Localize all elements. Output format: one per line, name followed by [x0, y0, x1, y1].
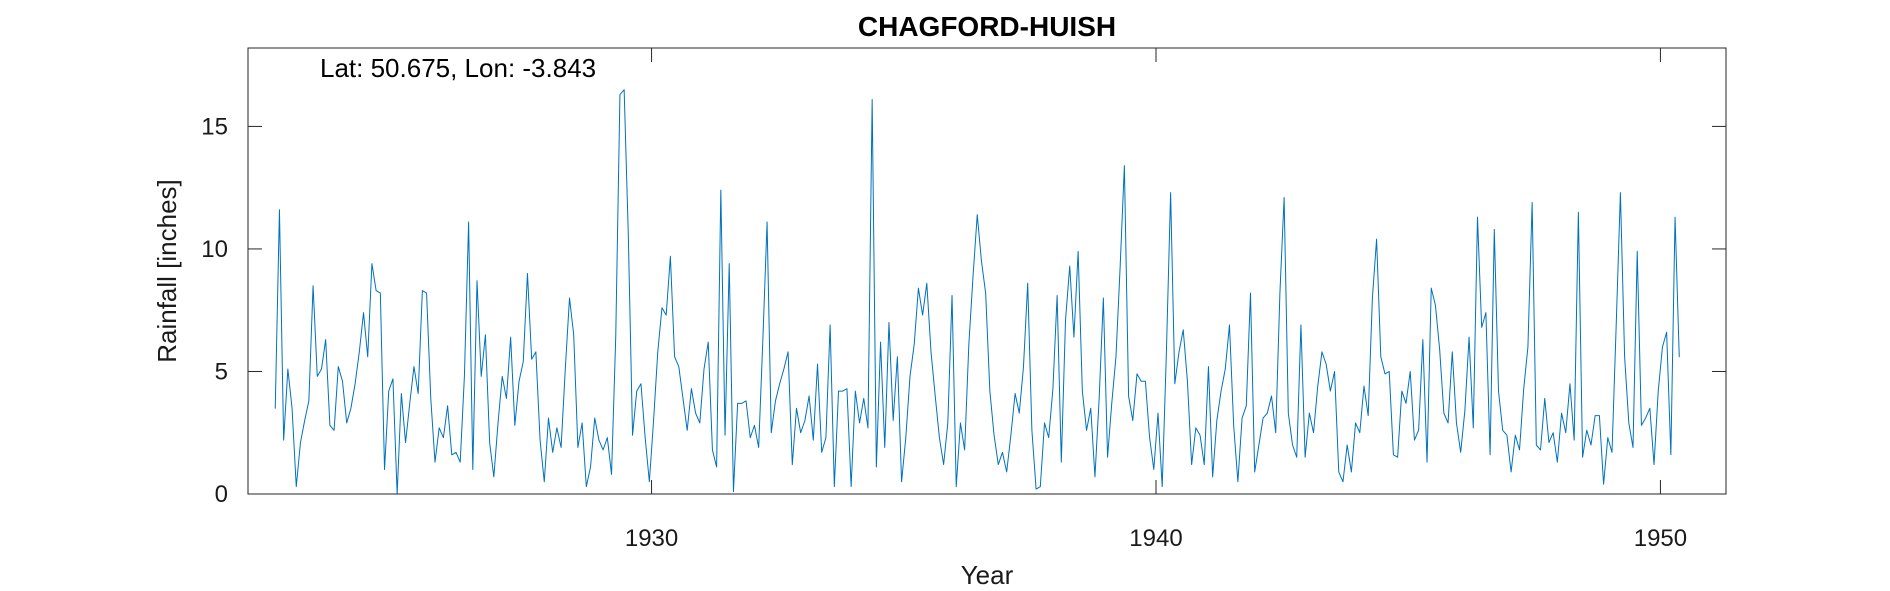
- location-annotation: Lat: 50.675, Lon: -3.843: [320, 53, 596, 83]
- rainfall-series-line: [274, 89, 1680, 495]
- y-tick-label: 0: [215, 481, 228, 508]
- y-tick-label: 5: [215, 358, 228, 385]
- y-tick-label: 10: [201, 236, 228, 263]
- x-tick-label: 1940: [1129, 525, 1182, 552]
- y-axis-label: Rainfall [inches]: [152, 179, 182, 363]
- y-tick-label: 15: [201, 113, 228, 140]
- x-tick-label: 1930: [625, 525, 678, 552]
- axis-tick-labels: 1930 1940 1950 0 5 10 15: [201, 113, 1687, 552]
- chart-title: CHAGFORD-HUISH: [858, 11, 1116, 42]
- x-axis-label: Year: [961, 560, 1014, 590]
- x-tick-label: 1950: [1634, 525, 1687, 552]
- plot-frame: [247, 47, 1727, 495]
- axis-ticks: [248, 48, 1726, 495]
